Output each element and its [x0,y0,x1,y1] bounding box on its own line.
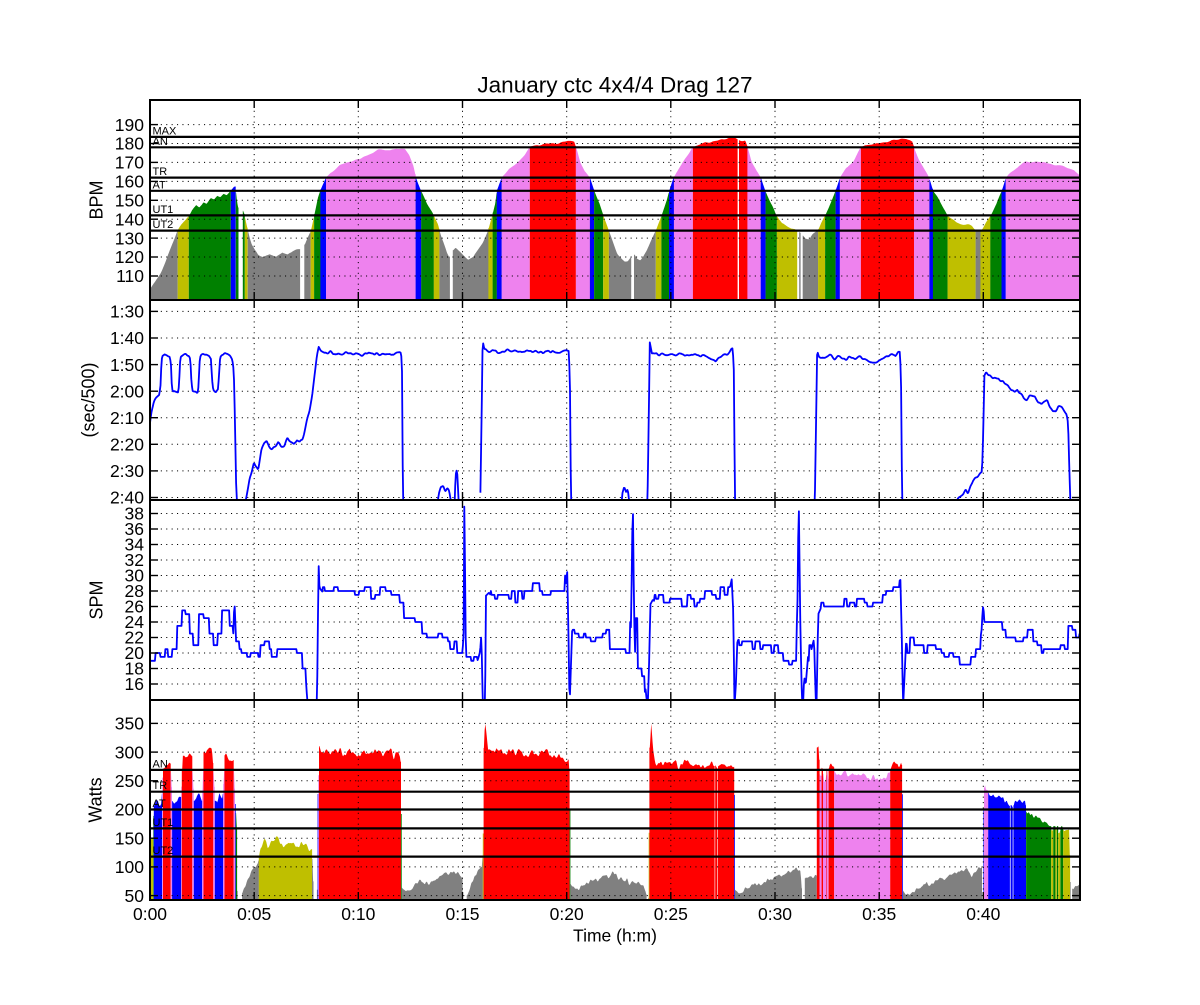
svg-text:150: 150 [115,191,144,211]
svg-text:0:40: 0:40 [966,904,1000,924]
svg-text:50: 50 [125,886,145,906]
svg-text:0:00: 0:00 [133,904,167,924]
svg-text:BPM: BPM [86,180,106,219]
svg-text:0:30: 0:30 [758,904,792,924]
svg-text:Time (h:m): Time (h:m) [573,926,657,946]
svg-text:TR: TR [153,780,168,792]
svg-text:January ctc 4x4/4 Drag 127: January ctc 4x4/4 Drag 127 [477,73,752,98]
svg-text:UT1: UT1 [153,204,174,216]
svg-text:200: 200 [115,800,144,820]
svg-text:34: 34 [125,535,145,555]
svg-text:28: 28 [125,581,144,601]
svg-text:Watts: Watts [86,777,106,822]
svg-text:0:05: 0:05 [237,904,271,924]
svg-text:0:15: 0:15 [445,904,479,924]
svg-text:120: 120 [115,247,144,267]
svg-text:0:10: 0:10 [341,904,375,924]
svg-text:22: 22 [125,628,144,648]
svg-text:190: 190 [115,115,144,135]
svg-text:180: 180 [115,134,144,154]
svg-text:UT2: UT2 [153,845,174,857]
svg-text:0:20: 0:20 [550,904,584,924]
svg-text:TR: TR [153,166,168,178]
svg-text:32: 32 [125,550,144,570]
svg-text:350: 350 [115,714,144,734]
svg-text:1:30: 1:30 [110,302,144,322]
svg-text:24: 24 [125,612,145,632]
svg-text:SPM: SPM [87,580,107,619]
svg-text:2:20: 2:20 [110,435,144,455]
svg-text:26: 26 [125,597,144,617]
svg-text:18: 18 [125,659,144,679]
svg-text:UT1: UT1 [153,817,174,829]
svg-text:1:50: 1:50 [110,355,144,375]
svg-text:250: 250 [115,771,144,791]
svg-text:UT2: UT2 [153,219,174,231]
svg-text:AN: AN [153,758,168,770]
svg-text:2:30: 2:30 [110,461,144,481]
svg-text:140: 140 [115,209,144,229]
svg-text:36: 36 [125,519,144,539]
svg-text:30: 30 [125,566,145,586]
svg-text:AN: AN [153,136,168,148]
svg-text:AT: AT [153,798,167,810]
svg-text:AT: AT [153,179,167,191]
svg-text:2:40: 2:40 [110,488,144,508]
svg-text:MAX: MAX [153,125,178,137]
svg-text:0:25: 0:25 [654,904,688,924]
svg-text:160: 160 [115,172,144,192]
svg-text:170: 170 [115,153,144,173]
svg-text:16: 16 [125,674,144,694]
svg-text:300: 300 [115,742,144,762]
svg-text:20: 20 [125,643,145,663]
svg-text:100: 100 [115,857,144,877]
svg-text:2:00: 2:00 [110,381,144,401]
svg-text:1:40: 1:40 [110,328,144,348]
svg-text:38: 38 [125,504,144,524]
svg-text:110: 110 [116,266,144,286]
svg-text:2:10: 2:10 [110,408,144,428]
svg-text:0:35: 0:35 [862,904,896,924]
svg-text:150: 150 [115,828,144,848]
svg-text:(sec/500): (sec/500) [79,362,99,437]
svg-text:130: 130 [115,228,144,248]
